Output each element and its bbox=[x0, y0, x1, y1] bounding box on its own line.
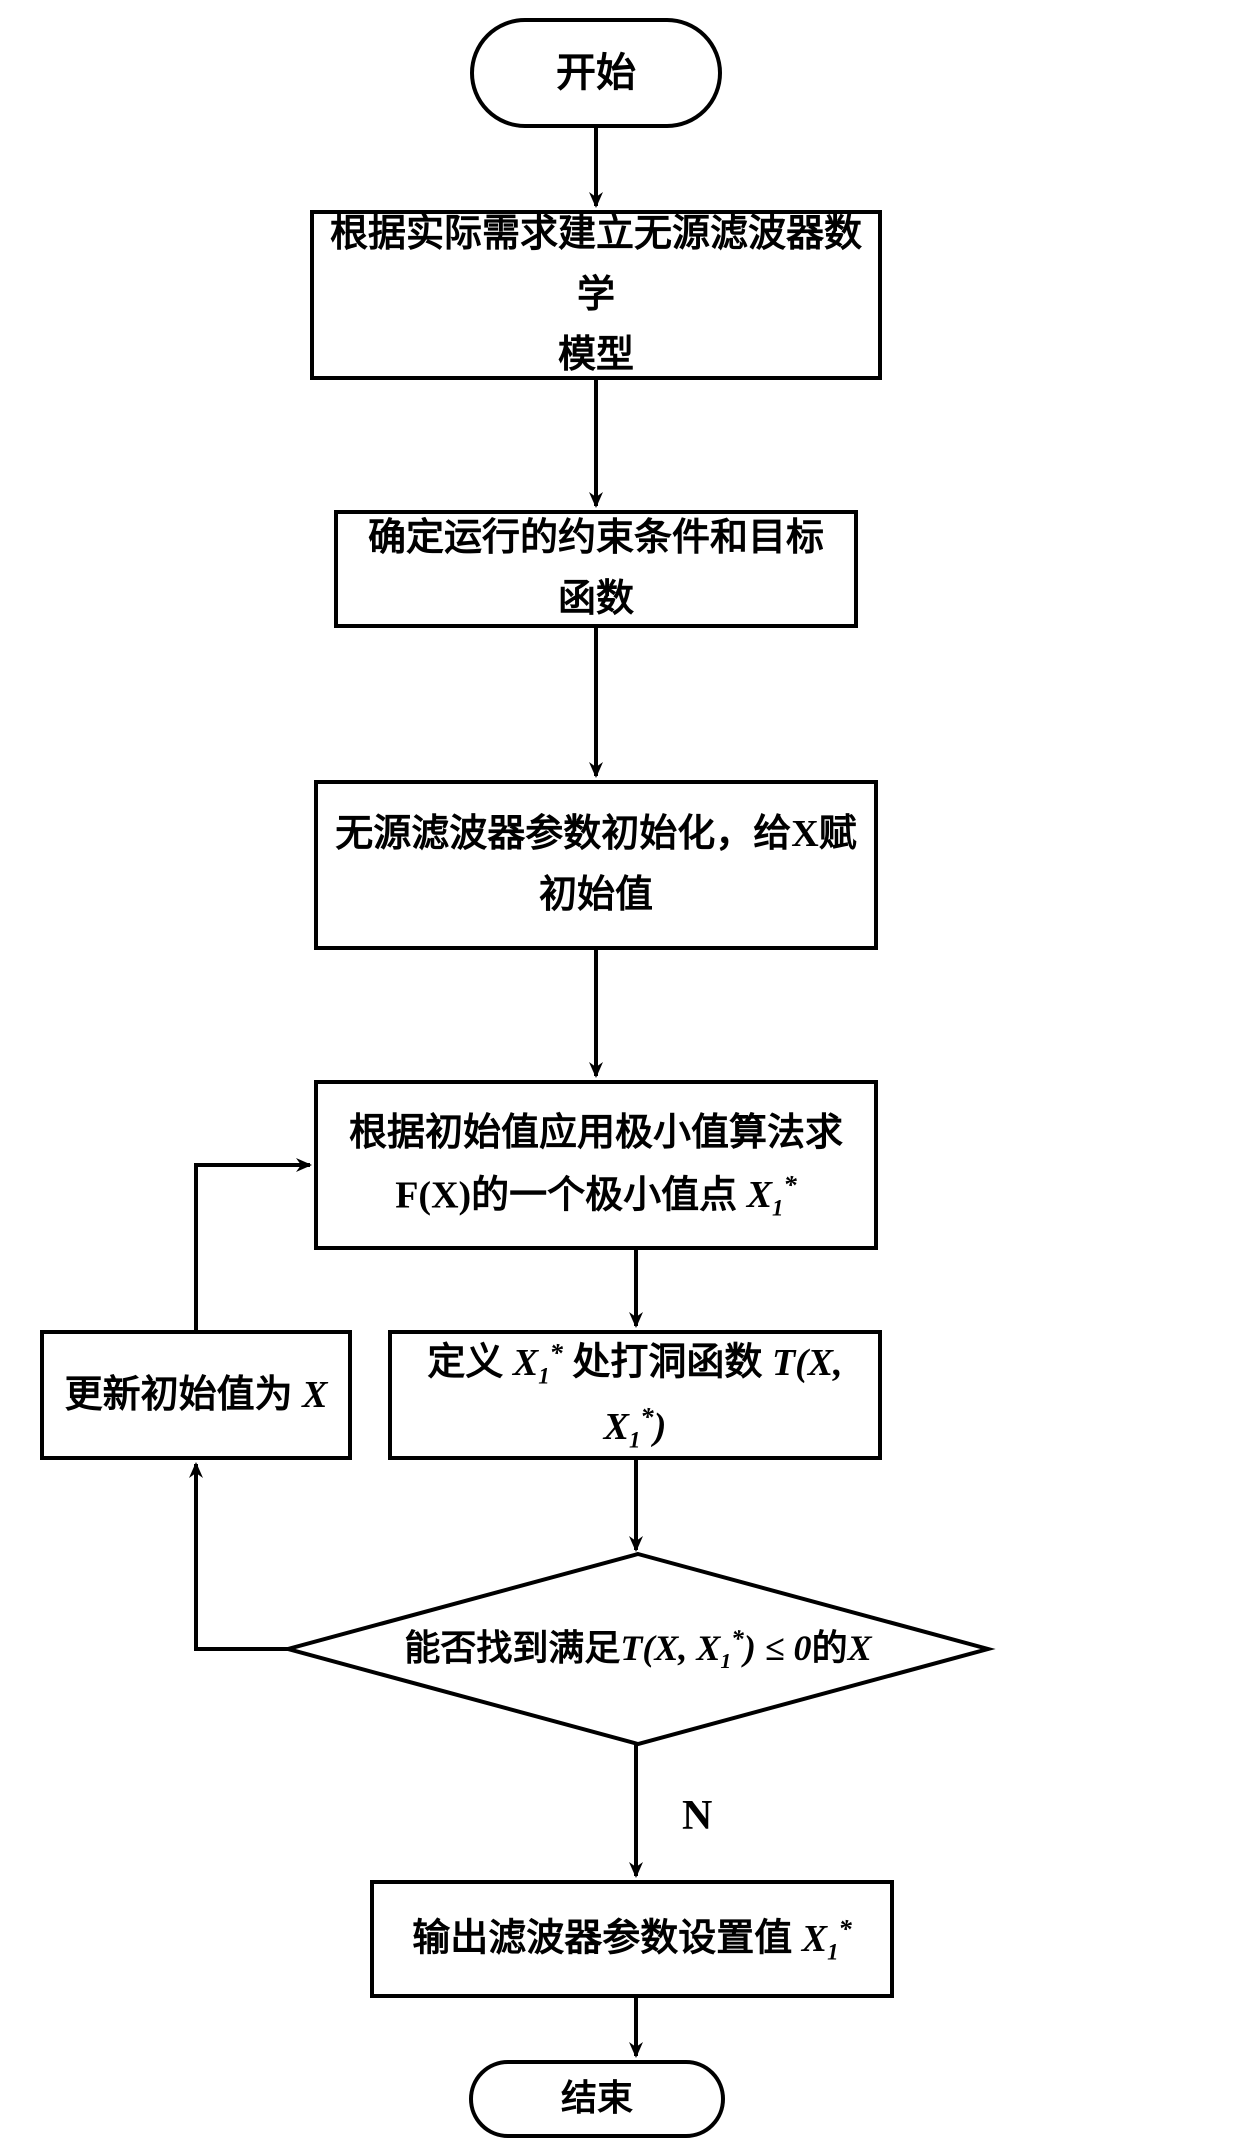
decision-label: 能否找到满足T(X, X1*) ≤ 0的X bbox=[328, 1596, 948, 1702]
process-tunnel-fn: 定义 X1* 处打洞函数 T(X, X1*) bbox=[388, 1330, 882, 1460]
process-minimize-l1: 根据初始值应用极小值算法求 bbox=[349, 1112, 843, 1154]
decision-math: T(X, X1*) ≤ 0 bbox=[620, 1628, 811, 1668]
decision-post: 的 bbox=[812, 1628, 848, 1668]
process-update-math: X bbox=[302, 1374, 327, 1416]
process-model-l2: 模型 bbox=[558, 334, 634, 376]
process-constraints: 确定运行的约束条件和目标函数 bbox=[334, 510, 858, 628]
edge-label-no: N bbox=[682, 1792, 712, 1840]
process-minimize: 根据初始值应用极小值算法求 F(X)的一个极小值点 X1* bbox=[314, 1080, 878, 1250]
process-update-pre: 更新初始值为 bbox=[65, 1374, 303, 1416]
process-tunnel-post: 处打洞函数 bbox=[563, 1342, 772, 1384]
process-model: 根据实际需求建立无源滤波器数学 模型 bbox=[310, 210, 882, 380]
edge-p5l-p4 bbox=[196, 1165, 310, 1330]
process-update-x: 更新初始值为 X bbox=[40, 1330, 352, 1460]
process-minimize-l2-math: X1* bbox=[747, 1174, 797, 1216]
process-init-l2: 初始值 bbox=[539, 874, 653, 916]
process-output: 输出滤波器参数设置值 X1* bbox=[370, 1880, 894, 1998]
end-label: 结束 bbox=[561, 2070, 633, 2128]
end-node: 结束 bbox=[469, 2060, 725, 2138]
decision-pre: 能否找到满足 bbox=[404, 1628, 620, 1668]
edge-d1-p5l bbox=[196, 1464, 288, 1649]
process-constraints-label: 确定运行的约束条件和目标函数 bbox=[350, 508, 842, 630]
process-tunnel-x1: X1* bbox=[513, 1342, 563, 1384]
process-output-pre: 输出滤波器参数设置值 bbox=[412, 1918, 802, 1960]
process-tunnel-pre: 定义 bbox=[427, 1342, 513, 1384]
start-label: 开始 bbox=[556, 41, 636, 105]
process-init: 无源滤波器参数初始化，给X赋 初始值 bbox=[314, 780, 878, 950]
process-output-math: X1* bbox=[802, 1918, 852, 1960]
process-model-l1: 根据实际需求建立无源滤波器数学 bbox=[330, 213, 862, 316]
start-node: 开始 bbox=[470, 18, 722, 128]
process-minimize-l2-pre: F(X)的一个极小值点 bbox=[395, 1174, 746, 1216]
decision-var: X bbox=[848, 1628, 872, 1668]
process-init-l1: 无源滤波器参数初始化，给X赋 bbox=[335, 813, 856, 855]
